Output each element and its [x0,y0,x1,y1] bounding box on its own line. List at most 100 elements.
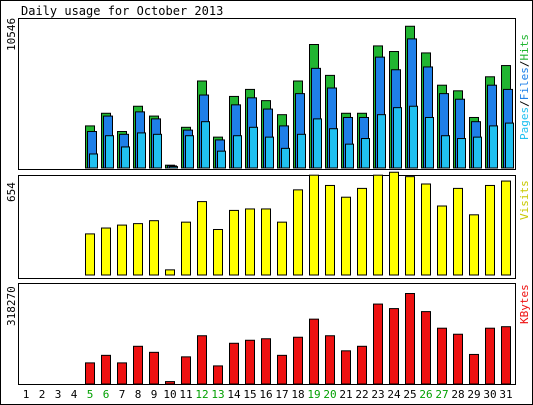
day-label: 20 [323,388,336,401]
visits-bar [309,174,319,276]
day-label: 16 [259,388,272,401]
pages-bar [153,133,162,169]
day-label: 22 [355,388,368,401]
visits-bar [453,187,463,276]
day-label: 27 [435,388,448,401]
kbytes-panel: 318270 KBytes [5,283,531,385]
day-label: 21 [339,388,352,401]
kbytes-bar [485,327,495,385]
kbytes-bar [117,362,127,385]
kbytes-bar [85,362,95,385]
chart-title: Daily usage for October 2013 [21,4,223,18]
pages-bar [137,132,146,169]
visits-bar [373,174,383,276]
day-label: 11 [179,388,192,401]
pages-bar [169,166,178,169]
visits-bar [501,180,511,276]
visits-bar [117,224,127,276]
day-label: 15 [243,388,256,401]
pages-bar [105,135,114,169]
kbytes-bar [357,345,367,385]
kbytes-bar [213,365,223,385]
visits-bar [245,208,255,276]
kbytes-bar [341,350,351,385]
day-label: 12 [195,388,208,401]
pages-bar [281,147,290,169]
day-label: 5 [87,388,94,401]
visits-bar [389,171,399,276]
day-label: 10 [163,388,176,401]
kbytes-bar [309,318,319,385]
visits-bar [197,201,207,276]
pages-bar [233,135,242,169]
day-label: 25 [403,388,416,401]
day-label: 23 [371,388,384,401]
kbytes-bar [405,293,415,385]
day-label: 8 [135,388,142,401]
hits-panel: 10546 Pages/Files/Hits [5,18,531,170]
hits-legend: Pages/Files/Hits [518,34,531,140]
visits-bar [485,184,495,276]
pages-bar [121,146,130,169]
visits-legend: Visits [518,180,531,220]
kbytes-bar [277,354,287,385]
kbytes-bar [453,333,463,385]
kbytes-bar [469,353,479,385]
day-label: 7 [119,388,126,401]
kbytes-bar [261,338,271,385]
pages-bar [473,136,482,169]
kbytes-bar [149,351,159,385]
kbytes-bar [181,356,191,385]
kbytes-ymax-label: 318270 [5,286,18,326]
day-label: 30 [483,388,496,401]
visits-bar [277,221,287,276]
kbytes-bar [245,339,255,385]
pages-bar [489,125,498,169]
pages-bar [185,135,194,169]
legend-separator: / [518,61,531,68]
day-label: 28 [451,388,464,401]
kbytes-bar [389,308,399,385]
kbytes-bar [421,311,431,385]
kbytes-bar [437,327,447,385]
kbytes-bar [197,335,207,385]
pages-bar [393,107,402,169]
pages-bar [361,138,370,169]
day-label: 24 [387,388,401,401]
visits-ymax-label: 654 [5,182,18,202]
visits-bar [405,176,415,276]
day-label: 13 [211,388,224,401]
day-label: 1 [23,388,30,401]
kbytes-bar [165,381,175,385]
kbytes-bar [373,303,383,385]
visits-bar [341,196,351,276]
visits-bar [101,227,111,276]
visits-bar [85,233,95,276]
pages-bar [425,116,434,169]
pages-bar [329,128,338,169]
kbytes-legend: KBytes [518,284,531,324]
day-label: 2 [39,388,46,401]
day-label: 17 [275,388,288,401]
kbytes-bar [293,336,303,385]
day-label: 31 [499,388,512,401]
kbytes-bar [101,354,111,385]
kbytes-bar [229,342,239,385]
day-label: 14 [227,388,241,401]
visits-bar [213,228,223,276]
day-label: 6 [103,388,110,401]
day-labels: 1 2 3 4 5 6 7 8 9 10 11 12 13 14 15 16 17 18 19 20 21 22 23 24 2… [23,388,513,401]
day-label: 19 [307,388,320,401]
pages-bar [297,133,306,169]
visits-bar [149,220,159,276]
day-label: 3 [55,388,62,401]
pages-bar [201,121,210,169]
visits-bar [357,187,367,276]
pages-bar [505,122,514,169]
visits-bar [261,208,271,276]
day-label: 29 [467,388,480,401]
pages-bar [249,126,258,169]
visits-bar [165,269,175,276]
